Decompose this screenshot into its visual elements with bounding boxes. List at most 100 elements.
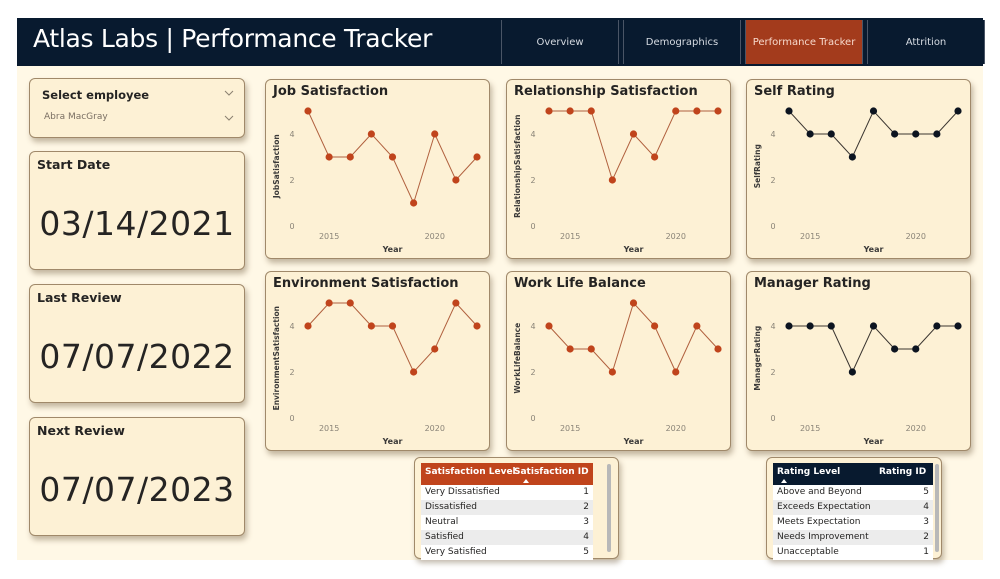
data-point-marker[interactable] [693, 322, 701, 330]
data-point-marker[interactable] [608, 368, 616, 376]
table-row[interactable]: Exceeds Expectation 4 [773, 500, 933, 515]
slicer-selected-value[interactable]: Abra MacGray [44, 112, 108, 122]
data-point-marker[interactable] [651, 153, 659, 161]
data-point-marker[interactable] [346, 299, 354, 307]
data-point-marker[interactable] [587, 345, 595, 353]
job-satisfaction-chart[interactable]: Job Satisfaction 0 2 4 2015 2020 Year JobSatis… [265, 79, 490, 259]
data-point-marker[interactable] [827, 130, 835, 138]
scrollbar[interactable] [607, 464, 611, 552]
data-point-marker[interactable] [912, 130, 920, 138]
y-tick-label: 0 [770, 222, 775, 231]
data-point-marker[interactable] [672, 368, 680, 376]
chart-title: Relationship Satisfaction [514, 84, 698, 99]
data-point-marker[interactable] [566, 107, 574, 115]
data-point-marker[interactable] [933, 130, 941, 138]
data-point-marker[interactable] [827, 322, 835, 330]
data-point-marker[interactable] [304, 107, 312, 115]
data-point-marker[interactable] [954, 322, 962, 330]
data-point-marker[interactable] [933, 322, 941, 330]
data-point-marker[interactable] [806, 322, 814, 330]
data-point-marker[interactable] [431, 130, 439, 138]
data-point-marker[interactable] [629, 130, 638, 138]
data-point-marker[interactable] [587, 107, 595, 115]
data-point-marker[interactable] [714, 107, 722, 115]
chevron-down-icon[interactable] [224, 114, 234, 122]
y-tick-label: 4 [770, 130, 775, 139]
chevron-down-icon[interactable] [224, 89, 234, 97]
employee-slicer[interactable]: Select employee Abra MacGray [29, 78, 245, 138]
data-point-marker[interactable] [325, 153, 333, 161]
data-point-marker[interactable] [325, 299, 333, 307]
table-row[interactable]: Very Dissatisfied 1 [421, 485, 593, 500]
data-point-marker[interactable] [651, 322, 659, 330]
data-point-marker[interactable] [346, 153, 354, 161]
data-point-marker[interactable] [785, 322, 793, 330]
data-point-marker[interactable] [891, 345, 899, 353]
data-point-marker[interactable] [388, 322, 397, 330]
data-point-marker[interactable] [869, 107, 878, 115]
sort-ascending-icon[interactable] [781, 479, 787, 483]
table-row[interactable]: Meets Expectation 3 [773, 515, 933, 530]
data-point-marker[interactable] [566, 345, 574, 353]
data-point-marker[interactable] [410, 199, 418, 207]
table-row[interactable]: Satisfied 4 [421, 530, 593, 545]
table-row[interactable]: Very Satisfied 5 [421, 545, 593, 560]
data-point-marker[interactable] [608, 176, 616, 184]
data-point-marker[interactable] [473, 153, 481, 161]
x-tick-label: 2015 [560, 232, 580, 241]
column-header[interactable]: Rating Level [777, 467, 841, 477]
relationship-satisfaction-chart[interactable]: Relationship Satisfaction 0 2 4 2015 2020 Yea… [506, 79, 731, 259]
data-point-marker[interactable] [806, 130, 814, 138]
table-row[interactable]: Dissatisfied 2 [421, 500, 593, 515]
tab-overview[interactable]: Overview [501, 20, 619, 64]
column-header[interactable]: Satisfaction ID [514, 467, 589, 477]
data-point-marker[interactable] [452, 299, 460, 307]
environment-satisfaction-chart[interactable]: Environment Satisfaction 0 2 4 2015 2020 Year… [265, 271, 490, 451]
data-point-marker[interactable] [848, 153, 856, 161]
data-point-marker[interactable] [388, 153, 397, 161]
kpi-label: Last Review [37, 290, 122, 305]
data-point-marker[interactable] [629, 299, 638, 307]
data-point-marker[interactable] [410, 368, 418, 376]
data-point-marker[interactable] [304, 322, 312, 330]
data-point-marker[interactable] [693, 107, 701, 115]
data-point-marker[interactable] [785, 107, 793, 115]
work-life-balance-chart[interactable]: Work Life Balance 0 2 4 2015 2020 Year WorkLif… [506, 271, 731, 451]
manager-rating-chart[interactable]: Manager Rating 0 2 4 2015 2020 Year ManagerRat… [746, 271, 971, 451]
column-header[interactable]: Satisfaction Level [425, 467, 516, 477]
table-row[interactable]: Needs Improvement 2 [773, 530, 933, 545]
table-row[interactable]: Neutral 3 [421, 515, 593, 530]
sort-ascending-icon[interactable] [523, 479, 529, 483]
data-point-marker[interactable] [891, 130, 899, 138]
data-point-marker[interactable] [545, 322, 553, 330]
series-line [548, 302, 719, 374]
data-point-marker[interactable] [954, 107, 962, 115]
table-row[interactable]: Above and Beyond 5 [773, 485, 933, 500]
tab-demographics[interactable]: Demographics [623, 20, 741, 64]
data-point-marker[interactable] [714, 345, 722, 353]
data-point-marker[interactable] [452, 176, 460, 184]
data-point-marker[interactable] [672, 107, 680, 115]
table-row[interactable]: Unacceptable 1 [773, 545, 933, 560]
level-cell: Exceeds Expectation [777, 502, 871, 512]
data-point-marker[interactable] [869, 322, 878, 330]
level-cell: Neutral [425, 517, 459, 527]
x-axis-label: Year [863, 245, 884, 254]
level-cell: Very Satisfied [425, 547, 487, 557]
data-point-marker[interactable] [848, 368, 856, 376]
table-header: Satisfaction Level Satisfaction ID [421, 463, 593, 485]
data-point-marker[interactable] [367, 322, 375, 330]
data-point-marker[interactable] [545, 107, 553, 115]
self-rating-chart[interactable]: Self Rating 0 2 4 2015 2020 Year SelfRating [746, 79, 971, 259]
level-cell: Above and Beyond [777, 487, 862, 497]
column-header[interactable]: Rating ID [879, 467, 927, 477]
tab-attrition[interactable]: Attrition [867, 20, 985, 64]
data-point-marker[interactable] [912, 345, 920, 353]
data-point-marker[interactable] [367, 130, 375, 138]
data-point-marker[interactable] [431, 345, 439, 353]
scrollbar[interactable] [935, 464, 939, 552]
report-title: Atlas Labs | Performance Tracker [33, 24, 433, 53]
tab-performance-tracker[interactable]: Performance Tracker [745, 20, 863, 64]
data-point-marker[interactable] [473, 322, 481, 330]
tab-label: Performance Tracker [752, 36, 856, 48]
